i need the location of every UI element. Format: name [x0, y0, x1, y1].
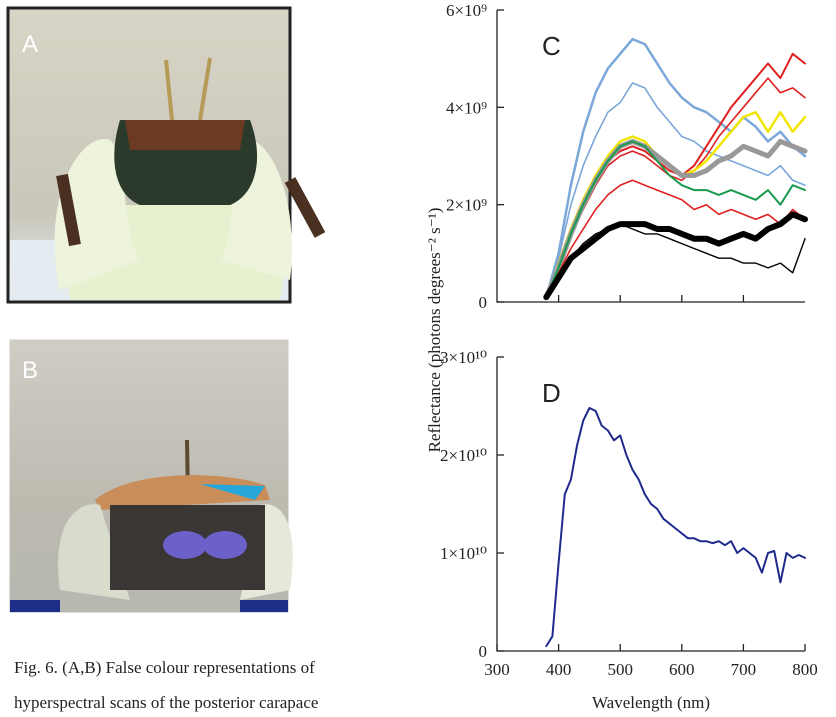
caption-line: hyperspectral scans of the posterior car…	[14, 693, 318, 712]
panel-label: D	[542, 378, 561, 408]
x-tick-label: 700	[731, 660, 757, 679]
y-tick-label: 0	[479, 293, 488, 312]
caption-line: Fig. 6. (A,B) False colour representatio…	[14, 658, 315, 677]
y-tick-label: 2×10⁹	[446, 196, 487, 215]
data-line	[545, 82, 806, 298]
y-axis-label: Reflectance (photons degrees⁻² s⁻¹)	[425, 208, 444, 453]
data-line	[545, 77, 806, 298]
x-tick-label: 300	[484, 660, 510, 679]
data-line	[545, 223, 806, 298]
data-line	[545, 140, 806, 299]
y-tick-label: 2×10¹⁰	[440, 446, 487, 465]
panel-label: C	[542, 31, 561, 61]
y-tick-label: 1×10¹⁰	[440, 544, 487, 563]
x-tick-label: 800	[792, 660, 818, 679]
data-line	[543, 211, 808, 301]
x-axis-label: Wavelength (nm)	[592, 693, 710, 712]
y-tick-label: 6×10⁹	[446, 1, 487, 20]
x-tick-label: 500	[607, 660, 633, 679]
x-tick-label: 600	[669, 660, 695, 679]
photo-label: B	[22, 357, 38, 384]
data-line	[545, 37, 807, 299]
photo-b: B	[6, 336, 293, 616]
photo-label: A	[22, 31, 38, 58]
y-tick-label: 4×10⁹	[446, 98, 487, 117]
data-line	[543, 138, 808, 300]
data-line	[545, 179, 806, 298]
y-tick-label: 3×10¹⁰	[440, 348, 487, 367]
photo-a: A	[6, 6, 326, 304]
data-line	[545, 407, 806, 648]
y-tick-label: 0	[479, 642, 488, 661]
x-tick-label: 400	[546, 660, 572, 679]
